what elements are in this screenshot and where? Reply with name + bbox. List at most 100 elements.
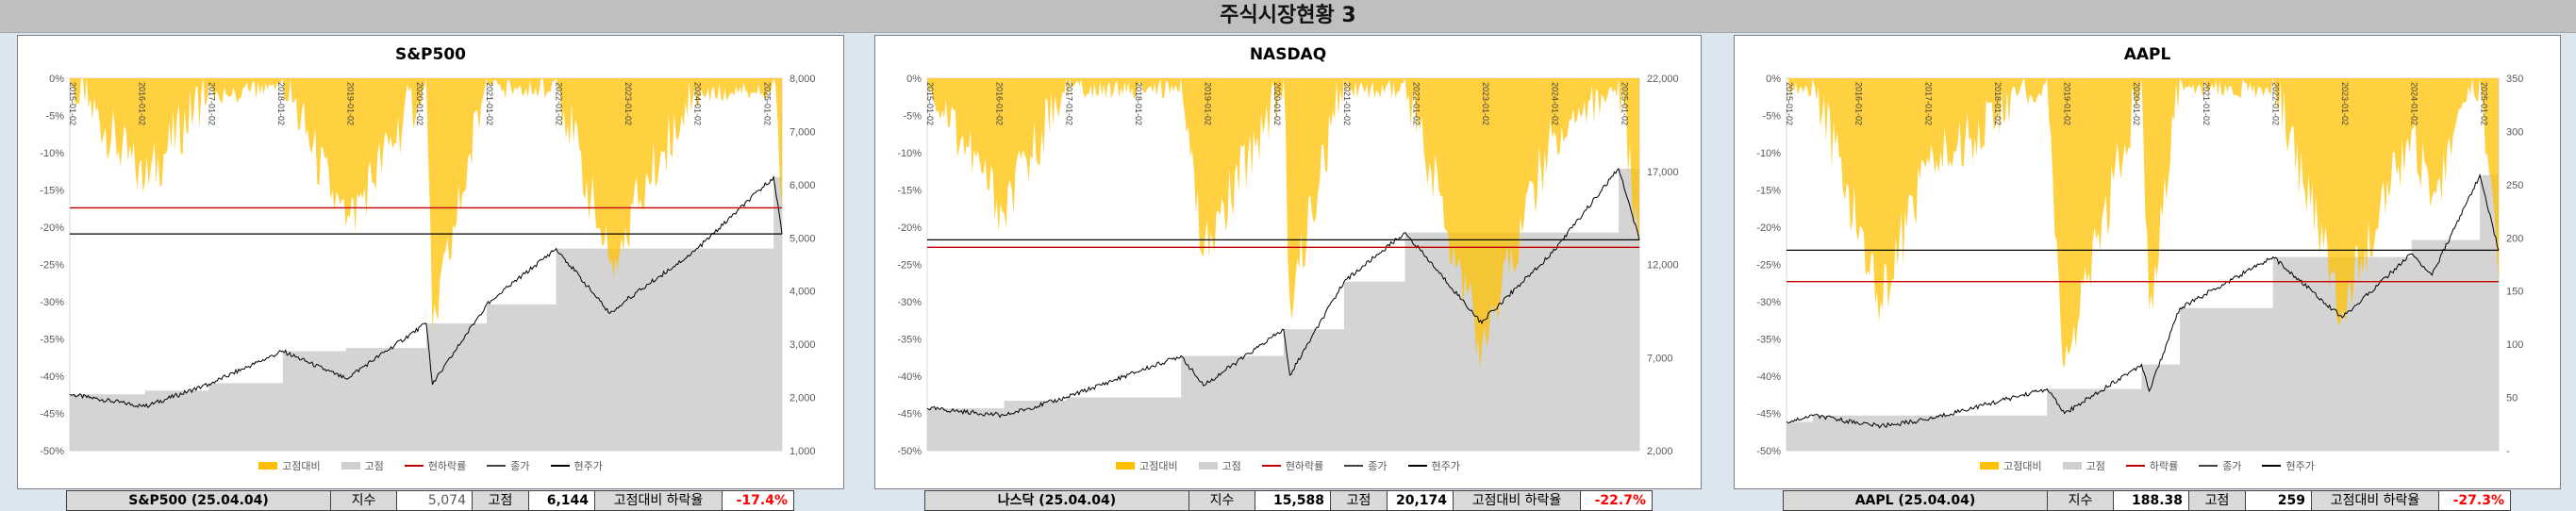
right-axis-tick-label: 250 <box>2506 180 2523 191</box>
date-axis-tick-label: 2016-01-02 <box>1854 82 1864 125</box>
date-axis-tick-label: 2015-01-02 <box>1785 82 1794 125</box>
page-title: 주식시장현황 3 <box>0 0 2576 33</box>
chart-legend: 고점대비 고점 하락률 종가 현주가 <box>1735 458 2560 473</box>
date-axis-tick-label: 2022-01-02 <box>554 82 563 125</box>
info-index-label: 지수 <box>331 491 397 510</box>
legend-item-current-price: 현주가 <box>1407 458 1460 473</box>
right-axis-tick-label: 5,000 <box>789 233 816 244</box>
right-axis-tick-label: - <box>2506 446 2510 457</box>
legend-item-peak: 고점 <box>1198 458 1241 473</box>
info-peak-label: 고점 <box>1331 491 1388 510</box>
left-axis-tick-label: -25% <box>40 260 64 272</box>
info-index-label: 지수 <box>2048 491 2114 510</box>
info-name: 나스닥 (25.04.04) <box>925 491 1189 510</box>
date-axis-tick-label: 2023-01-02 <box>1481 82 1490 125</box>
left-axis-tick-label: -20% <box>40 223 64 234</box>
right-axis-tick-label: 1,000 <box>789 446 816 457</box>
series-peak-area <box>1787 174 2499 451</box>
date-axis-tick-label: 2024-01-02 <box>2410 82 2419 125</box>
series-peak-area <box>70 176 782 451</box>
date-axis-tick-label: 2021-01-02 <box>1342 82 1352 125</box>
left-axis-tick-label: -20% <box>897 223 922 234</box>
chart-sp500: 0% -5% -10% -15% -20% -25% -30% -35% -40% -45% -50… <box>40 74 816 457</box>
left-axis-tick-label: -40% <box>897 371 922 383</box>
right-axis-tick-label: 4,000 <box>789 287 816 298</box>
date-axis-tick-label: 2019-01-02 <box>346 82 356 125</box>
info-index-value: 15,588 <box>1255 491 1331 510</box>
chart-title: NASDAQ <box>1249 45 1327 64</box>
right-axis-tick-label: 200 <box>2506 233 2523 244</box>
left-axis-tick-label: 0% <box>49 74 64 85</box>
chart-nasdaq: 0% -5% -10% -15% -20% -25% -30% -35% -40% -45% -50… <box>897 74 1679 457</box>
right-axis-tick-label: 300 <box>2506 126 2523 138</box>
info-peak-value: 259 <box>2246 491 2312 510</box>
legend-item-drawdown: 고점대비 <box>1116 458 1178 473</box>
legend-item-drop-rate: 현하락률 <box>404 458 466 473</box>
left-axis-tick-label: 0% <box>906 74 922 85</box>
left-axis-tick-label: -35% <box>897 335 922 346</box>
left-axis-tick-label: -5% <box>903 111 922 123</box>
chart-panel-nasdaq: 0% -5% -10% -15% -20% -25% -30% -35% -40% -45% -50… <box>874 35 1702 489</box>
left-axis-tick-label: 0% <box>1766 74 1781 85</box>
right-axis-tick-label: 8,000 <box>789 74 816 85</box>
info-row-aapl: AAPL (25.04.04) 지수 188.38 고점 259 고점대비 하락… <box>1783 490 2511 511</box>
date-axis-tick-label: 2021-01-02 <box>485 82 494 125</box>
info-row-nasdaq: 나스닥 (25.04.04) 지수 15,588 고점 20,174 고점대비 … <box>924 490 1653 511</box>
left-axis-tick-label: -15% <box>897 186 922 197</box>
legend-item-drawdown: 고점대비 <box>258 458 321 473</box>
left-axis-tick-label: -45% <box>1756 409 1781 420</box>
right-axis-tick-label: 7,000 <box>1647 353 1673 364</box>
right-axis-tick-label: 50 <box>2506 393 2518 404</box>
date-axis-tick-label: 2025-01-02 <box>2479 82 2488 125</box>
chart-title: S&P500 <box>394 45 466 64</box>
date-axis-tick-label: 2024-01-02 <box>1551 82 1560 125</box>
info-peak-value: 6,144 <box>529 491 595 510</box>
date-axis-tick-label: 2021-01-02 <box>2202 82 2211 125</box>
left-axis-tick-label: -40% <box>40 371 64 383</box>
info-drop-label: 고점대비 하락율 <box>2312 491 2439 510</box>
left-axis-tick-label: -20% <box>1756 223 1781 234</box>
left-axis-tick-label: -5% <box>45 111 64 123</box>
chart-legend: 고점대비 고점 현하락률 종가 현주가 <box>18 458 843 473</box>
date-axis-tick-label: 2017-01-02 <box>1923 82 1933 125</box>
legend-item-drawdown: 고점대비 <box>1980 458 2042 473</box>
right-axis-tick-label: 17,000 <box>1647 167 1679 178</box>
left-axis-tick-label: -35% <box>1756 335 1781 346</box>
legend-item-drop-rate: 현하락률 <box>1261 458 1323 473</box>
date-axis-tick-label: 2018-01-02 <box>276 82 286 125</box>
series-drawdown-area <box>1787 78 2499 370</box>
left-axis-tick-label: -40% <box>1756 371 1781 383</box>
info-drop-label: 고점대비 하락율 <box>1454 491 1581 510</box>
legend-item-peak: 고점 <box>341 458 384 473</box>
date-axis-tick-label: 2025-01-02 <box>762 82 772 125</box>
info-row-sp500: S&P500 (25.04.04) 지수 5,074 고점 6,144 고점대비… <box>66 490 794 511</box>
series-close-line <box>69 174 783 408</box>
date-axis-tick-label: 2015-01-02 <box>68 82 77 125</box>
chart-legend: 고점대비 고점 현하락률 종가 현주가 <box>875 458 1701 473</box>
chart-title: AAPL <box>2123 45 2171 64</box>
right-axis-tick-label: 22,000 <box>1647 74 1679 85</box>
legend-item-close: 종가 <box>487 458 530 473</box>
left-axis-tick-label: -30% <box>897 297 922 308</box>
chart-panel-aapl: 0% -5% -10% -15% -20% -25% -30% -35% -40% -45% -50… <box>1734 35 2561 489</box>
legend-item-close: 종가 <box>1344 458 1388 473</box>
right-axis-tick-label: 2,000 <box>1647 446 1673 457</box>
date-axis-tick-label: 2025-01-02 <box>1620 82 1629 125</box>
left-axis-tick-label: -10% <box>1756 148 1781 159</box>
info-drop-label: 고점대비 하락율 <box>595 491 723 510</box>
info-index-value: 188.38 <box>2114 491 2189 510</box>
date-axis-tick-label: 2022-01-02 <box>1411 82 1421 125</box>
info-name: AAPL (25.04.04) <box>1784 491 2048 510</box>
left-axis-tick-label: -10% <box>40 148 64 159</box>
date-axis-tick-label: 2016-01-02 <box>138 82 147 125</box>
right-axis-tick-label: 2,000 <box>789 393 816 404</box>
left-axis-tick-label: -25% <box>1756 260 1781 272</box>
info-index-value: 5,074 <box>397 491 473 510</box>
date-axis-tick-label: 2017-01-02 <box>1064 82 1073 125</box>
left-axis-tick-label: -35% <box>40 335 64 346</box>
date-axis-tick-label: 2020-01-02 <box>415 82 424 125</box>
legend-item-close: 종가 <box>2199 458 2241 473</box>
date-axis-tick-label: 2016-01-02 <box>995 82 1005 125</box>
right-axis-tick-label: 7,000 <box>789 126 816 138</box>
left-axis-tick-label: -15% <box>40 186 64 197</box>
